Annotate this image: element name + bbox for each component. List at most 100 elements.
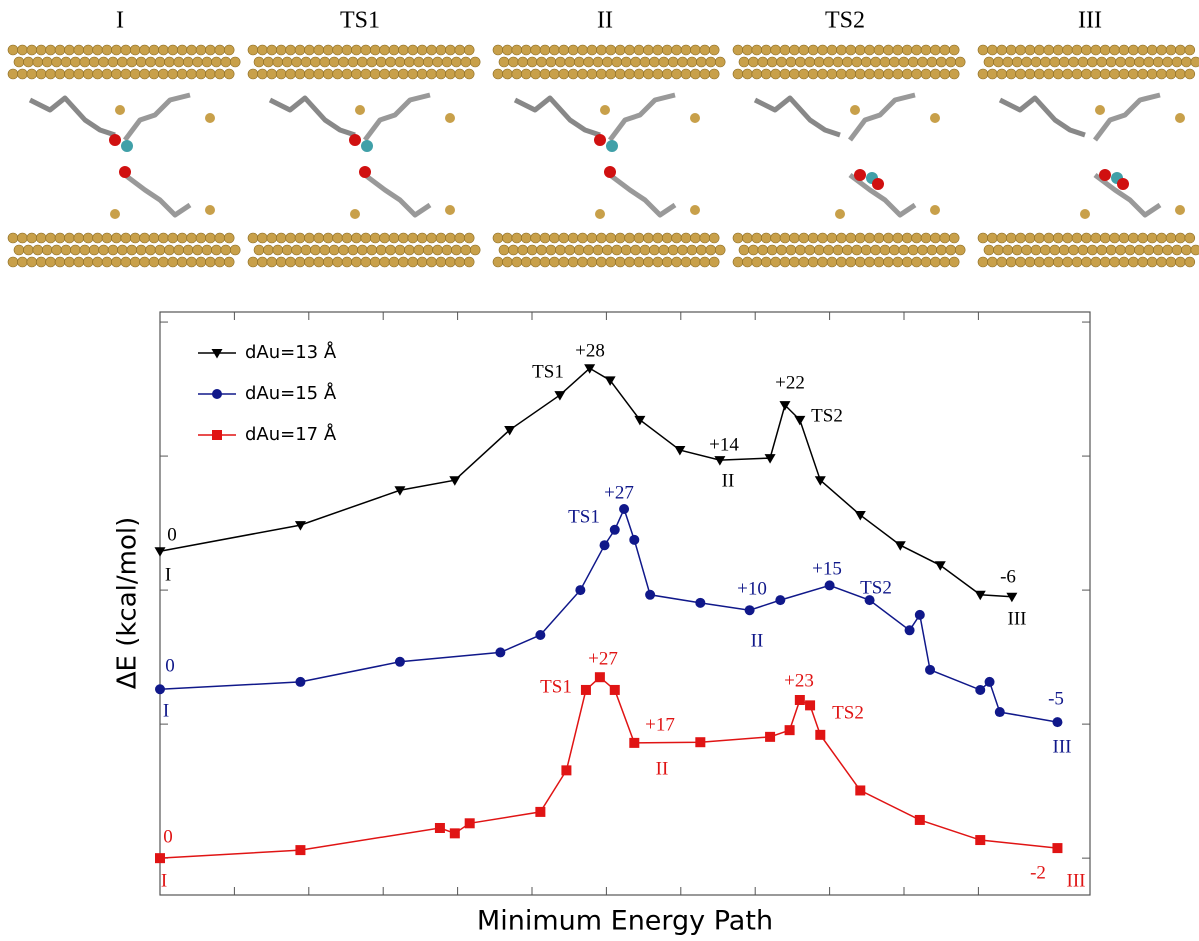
gold-atom [930, 233, 940, 243]
gold-atom [786, 245, 796, 255]
gold-atom [733, 45, 743, 55]
gold-atom [634, 233, 644, 243]
gold-atom [827, 69, 837, 79]
gold-atom [455, 233, 465, 243]
gold-atom [111, 45, 121, 55]
gold-atom [121, 69, 131, 79]
gold-atom [908, 245, 918, 255]
gold-atom [183, 245, 193, 255]
gold-atom [612, 57, 622, 67]
gold-atom [1050, 245, 1060, 255]
gold-atom [398, 233, 408, 243]
gold-atom [202, 245, 212, 255]
gold-atom [295, 69, 305, 79]
gold-atom [771, 69, 781, 79]
gold-atom [158, 233, 168, 243]
structure [733, 45, 965, 267]
gold-atom [1006, 45, 1016, 55]
gold-atom [351, 233, 361, 243]
gold-atom [748, 245, 758, 255]
gold-atom [672, 233, 682, 243]
gold-atom [1157, 257, 1167, 267]
gold-atom [248, 257, 258, 267]
gold-atom [559, 69, 569, 79]
gold-atom [257, 257, 267, 267]
gold-atom [987, 69, 997, 79]
panel-label: TS1 [340, 8, 380, 34]
gold-atom [709, 69, 719, 79]
gold-atom [33, 57, 43, 67]
point [435, 823, 445, 833]
gold-atom [565, 57, 575, 67]
gold-atom [1138, 233, 1148, 243]
gold-atom [1044, 69, 1054, 79]
gold-atom [257, 233, 267, 243]
gold-atom [224, 69, 234, 79]
gold-atom [643, 45, 653, 55]
gold-atom [512, 69, 522, 79]
gold-atom [640, 57, 650, 67]
gold-atom [376, 57, 386, 67]
gold-atom [221, 245, 231, 255]
gold-atom [193, 57, 203, 67]
gold-atom [102, 69, 112, 79]
gold-atom [940, 69, 950, 79]
gold-atom [1185, 233, 1195, 243]
gold-atom [615, 257, 625, 267]
gold-atom [865, 45, 875, 55]
gold-atom [625, 233, 635, 243]
gold-atom [323, 233, 333, 243]
gold-atom [493, 69, 503, 79]
gold-atom [1081, 45, 1091, 55]
chain [610, 95, 675, 140]
point [714, 456, 725, 466]
point [295, 677, 305, 687]
chain [1000, 98, 1085, 135]
gold-atom [690, 233, 700, 243]
gold-atom [64, 233, 74, 243]
point [634, 416, 645, 426]
gold-atom [1163, 57, 1173, 67]
gold-atom [606, 257, 616, 267]
gold-atom [531, 233, 541, 243]
gold-atom [678, 57, 688, 67]
gold-atom [997, 69, 1007, 79]
point [295, 845, 305, 855]
annotation: TS2 [832, 702, 864, 723]
gold-atom [323, 257, 333, 267]
chain [515, 98, 600, 135]
gold-atom [267, 233, 277, 243]
gold-atom [1185, 69, 1195, 79]
gold-atom [1053, 233, 1063, 243]
gold-atom [130, 257, 140, 267]
gold-atom [350, 209, 360, 219]
gold-atom [818, 233, 828, 243]
gold-atom [771, 45, 781, 55]
gold-atom [427, 45, 437, 55]
gold-atom [196, 257, 206, 267]
gold-atom [930, 45, 940, 55]
chain [125, 95, 190, 140]
gold-atom [108, 57, 118, 67]
oxygen [604, 166, 616, 178]
gold-atom [33, 245, 43, 255]
gold-atom [540, 233, 550, 243]
gold-atom [99, 57, 109, 67]
point [495, 647, 505, 657]
gold-atom [83, 45, 93, 55]
point [1052, 843, 1062, 853]
gold-atom [615, 69, 625, 79]
gold-atom [248, 69, 258, 79]
gold-atom [1125, 245, 1135, 255]
gold-atom [1034, 257, 1044, 267]
gold-atom [883, 69, 893, 79]
gold-atom [531, 45, 541, 55]
gold-atom [1040, 57, 1050, 67]
point [619, 504, 629, 514]
point [450, 828, 460, 838]
gold-atom [1119, 69, 1129, 79]
gold-atom [111, 233, 121, 243]
gold-atom [127, 57, 137, 67]
gold-atom [1003, 245, 1013, 255]
gold-atom [102, 233, 112, 243]
